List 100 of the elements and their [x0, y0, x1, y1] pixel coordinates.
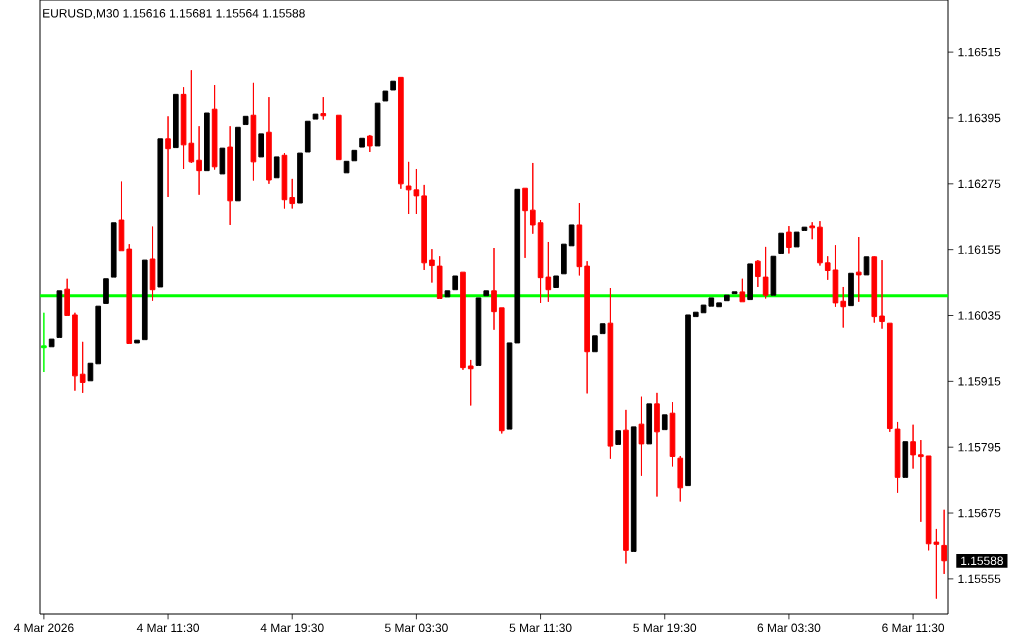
- x-tick-label: 5 Mar 03:30: [384, 623, 448, 633]
- candlestick: [731, 291, 738, 295]
- candlestick: [809, 221, 816, 240]
- candlestick: [762, 246, 769, 299]
- candlestick: [118, 181, 125, 252]
- candlestick: [506, 342, 513, 430]
- candlestick: [343, 160, 350, 174]
- candlestick: [817, 220, 823, 267]
- candlestick: [452, 275, 459, 291]
- candlestick: [87, 362, 94, 382]
- candlestick: [79, 341, 86, 394]
- candlestick: [436, 255, 443, 299]
- candlestick: [460, 271, 466, 371]
- candlestick: [41, 312, 47, 373]
- candlestick: [351, 149, 358, 162]
- candlestick: [72, 312, 78, 392]
- candlestick: [235, 126, 241, 202]
- candlestick: [918, 439, 924, 523]
- candlestick: [840, 286, 847, 329]
- y-tick-label: 1.15675: [958, 508, 1001, 518]
- y-tick-label: 1.16395: [958, 113, 1001, 123]
- candlestick: [832, 244, 839, 308]
- candlestick: [273, 156, 280, 179]
- candlestick: [281, 152, 288, 210]
- x-tick-label: 4 Mar 11:30: [136, 623, 200, 633]
- candlestick: [266, 96, 272, 185]
- candlestick: [227, 125, 233, 226]
- x-tick-label: 6 Mar 11:30: [882, 623, 945, 633]
- candlestick: [568, 224, 575, 247]
- y-tick-label: 1.16275: [958, 179, 1001, 189]
- candlestick: [196, 125, 202, 196]
- candlestick: [654, 392, 660, 498]
- candlestick: [250, 82, 257, 182]
- candlestick: [141, 259, 148, 341]
- candlestick: [561, 243, 567, 275]
- candlestick: [692, 311, 699, 318]
- candlestick: [902, 441, 909, 478]
- candlestick: [134, 339, 140, 344]
- candlestick: [312, 113, 319, 120]
- candlestick: [95, 305, 102, 365]
- candlestick: [599, 323, 606, 335]
- candlestick: [382, 90, 389, 102]
- candlestick: [258, 133, 265, 158]
- candlestick: [646, 403, 653, 445]
- candlestick: [755, 259, 761, 288]
- candlestick: [871, 255, 878, 324]
- candlestick: [491, 247, 497, 331]
- candlestick: [863, 256, 870, 276]
- candlestick: [623, 409, 629, 565]
- candlestick: [724, 294, 730, 302]
- candlestick: [615, 430, 622, 445]
- candlestick: [529, 162, 536, 235]
- candlestick: [367, 134, 373, 153]
- candlestick: [289, 178, 296, 210]
- candlestick: [886, 322, 893, 433]
- candlestick: [778, 232, 784, 254]
- y-tick-label: 1.15915: [958, 377, 1001, 386]
- candlestick: [592, 335, 598, 353]
- candlestick: [242, 115, 249, 126]
- candlestick: [910, 424, 916, 470]
- y-tick-label: 1.15555: [958, 574, 1001, 584]
- candlestick: [801, 226, 808, 231]
- candlestick: [165, 115, 171, 198]
- candlestick: [498, 307, 505, 434]
- candlestick: [941, 509, 947, 575]
- candlestick: [467, 359, 474, 406]
- candlestick: [786, 225, 792, 254]
- text: 1.15588: [961, 556, 1003, 566]
- candlestick: [335, 114, 342, 161]
- candlestick: [204, 112, 210, 172]
- candlestick: [661, 414, 668, 431]
- candlestick: [374, 102, 381, 147]
- candlestick: [48, 338, 55, 348]
- candlestick: [879, 259, 885, 330]
- candlestick: [793, 231, 800, 248]
- candlestick: [522, 187, 528, 259]
- candlestick: [576, 202, 583, 276]
- candlestick: [739, 278, 746, 303]
- candlestick: [149, 226, 156, 302]
- candlestick: [421, 184, 427, 271]
- y-tick-label: 1.16515: [958, 47, 1001, 57]
- candlestick: [848, 272, 854, 307]
- candlestick: [685, 314, 691, 487]
- candlestick: [56, 290, 63, 338]
- candlestick: [359, 137, 365, 148]
- candlestick: [64, 278, 70, 316]
- candlestick: [103, 278, 109, 304]
- y-tick-label: 1.16035: [958, 311, 1001, 320]
- y-tick-label: 1.15795: [958, 442, 1001, 452]
- text: EURUSD,M30 1.15616 1.15681 1.15564 1.15588: [43, 9, 305, 19]
- candlestick: [172, 93, 179, 149]
- candlestick: [304, 120, 311, 153]
- candlestick: [398, 76, 404, 190]
- candlestick: [514, 188, 521, 344]
- candlestick: [894, 421, 901, 494]
- candlestick: [126, 243, 133, 344]
- candlestick: [219, 147, 226, 175]
- candlestick: [855, 236, 862, 303]
- x-tick-label: 4 Mar 2026: [13, 623, 74, 633]
- candlestick: [770, 255, 777, 296]
